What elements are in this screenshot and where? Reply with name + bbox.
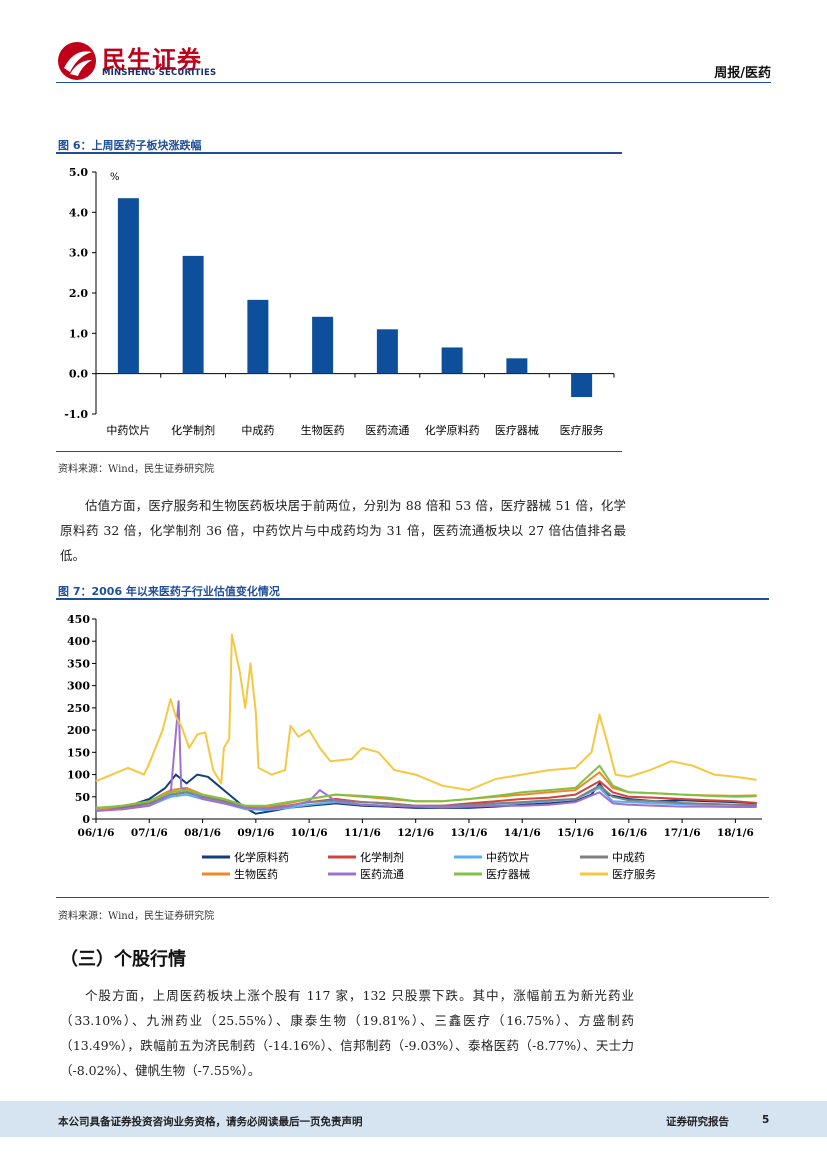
x-tick-label: 11/1/6 xyxy=(344,827,381,839)
legend-label: 医疗器械 xyxy=(486,867,530,881)
stock-paragraph: 个股方面，上周医药板块上涨个股有 117 家，132 只股票下跌。其中，涨幅前五… xyxy=(60,988,634,1078)
x-category-label: 中成药 xyxy=(241,424,274,437)
y-tick-label: 0 xyxy=(82,813,90,826)
figure7-source: 资料来源：Wind，民生证券研究院 xyxy=(58,911,215,922)
footer-bar: 本公司具备证券投资咨询业务资格，请务必阅读最后一页免责声明 证券研究报告 5 xyxy=(0,1101,827,1137)
legend-label: 化学制剂 xyxy=(360,850,404,864)
x-tick-label: 17/1/6 xyxy=(664,827,701,839)
logo: 民生证券 MINSHENG SECURITIES xyxy=(56,40,256,82)
x-category-label: 医疗服务 xyxy=(560,423,604,437)
figure6-bottom-rule xyxy=(56,451,622,452)
figure7-title: 图 7：2006 年以来医药子行业估值变化情况 xyxy=(58,585,280,598)
logo-icon xyxy=(58,42,96,80)
bar xyxy=(117,198,139,374)
x-tick-label: 08/1/6 xyxy=(184,827,221,839)
bar xyxy=(571,373,593,398)
report-category: 周报/医药 xyxy=(714,66,771,81)
y-tick-label: 400 xyxy=(67,635,90,648)
y-tick-label: 1.0 xyxy=(69,327,88,340)
y-tick-label: 150 xyxy=(67,746,90,759)
figure6-source: 资料来源：Wind，民生证券研究院 xyxy=(58,464,215,475)
x-category-label: 化学制剂 xyxy=(171,423,215,437)
y-tick-label: 450 xyxy=(67,613,90,626)
x-tick-label: 15/1/6 xyxy=(557,827,594,839)
x-tick-label: 14/1/6 xyxy=(504,827,541,839)
legend-label: 生物医药 xyxy=(234,867,278,881)
legend-label: 中成药 xyxy=(612,851,645,864)
y-tick-label: 250 xyxy=(67,702,90,715)
page-number: 5 xyxy=(762,1114,770,1126)
section3-title: （三）个股行情 xyxy=(60,949,186,970)
x-tick-label: 13/1/6 xyxy=(451,827,488,839)
y-tick-label: 50 xyxy=(75,791,91,804)
figure7-line-chart: 450 400 350 300 250 200 150 100 50 006/1/6 07/1/6 0… xyxy=(67,613,762,881)
footer-disclaimer: 本公司具备证券投资咨询业务资格，请务必阅读最后一页免责声明 xyxy=(58,1116,363,1128)
y-tick-label: 3.0 xyxy=(69,247,88,260)
y-tick-label: 2.0 xyxy=(69,287,88,300)
logo-text-en: MINSHENG SECURITIES xyxy=(102,68,217,78)
x-tick-label: 10/1/6 xyxy=(291,827,328,839)
bar xyxy=(506,358,528,374)
y-tick-label: 5.0 xyxy=(69,166,88,179)
bar xyxy=(312,316,334,374)
bar xyxy=(376,329,398,374)
x-tick-label: 12/1/6 xyxy=(397,827,434,839)
legend-label: 化学原料药 xyxy=(234,850,289,864)
x-tick-label: 18/1/6 xyxy=(717,827,754,839)
footer-report-type: 证券研究报告 xyxy=(666,1116,729,1128)
valuation-paragraph: 估值方面，医疗服务和生物医药板块居于前两位，分别为 88 倍和 53 倍，医疗器… xyxy=(60,498,626,563)
figure7-top-rule xyxy=(56,598,769,600)
bar xyxy=(182,255,204,374)
series-line xyxy=(95,700,757,812)
x-tick-label: 07/1/6 xyxy=(131,827,168,839)
figure7-bottom-rule xyxy=(56,897,769,898)
y-unit-label: % xyxy=(110,172,120,183)
y-tick-label: 300 xyxy=(67,680,90,693)
x-category-label: 化学原料药 xyxy=(425,423,480,437)
y-tick-label: 0.0 xyxy=(69,368,88,381)
bar xyxy=(441,347,463,374)
x-tick-label: 16/1/6 xyxy=(610,827,647,839)
logo-text-cn: 民生证券 xyxy=(102,46,202,74)
y-tick-label: 4.0 xyxy=(69,206,88,219)
y-tick-label: 200 xyxy=(67,724,90,737)
x-tick-label: 09/1/6 xyxy=(237,827,274,839)
figure6-title: 图 6：上周医药子板块涨跌幅 xyxy=(58,139,202,152)
x-tick-label: 06/1/6 xyxy=(78,827,115,839)
figure6-top-rule xyxy=(56,152,622,154)
x-category-label: 生物医药 xyxy=(301,423,345,437)
series-line xyxy=(95,633,757,792)
legend-label: 医疗服务 xyxy=(612,867,656,881)
legend-label: 中药饮片 xyxy=(486,851,530,864)
y-tick-label: 100 xyxy=(67,769,90,782)
figure6-bar-chart: 5.0 4.0 3.0 2.0 1.0 0.0 -1.0% 中药饮片 化学制剂 中成药 生物医药 医药… xyxy=(64,166,615,437)
x-category-label: 医药流通 xyxy=(365,423,409,437)
legend-label: 医药流通 xyxy=(360,867,404,881)
y-tick-label: -1.0 xyxy=(64,408,88,421)
x-category-label: 医疗器械 xyxy=(495,423,539,437)
header-rule xyxy=(56,82,771,83)
x-category-label: 中药饮片 xyxy=(106,424,150,437)
y-tick-label: 350 xyxy=(67,657,90,670)
series-line xyxy=(95,764,757,809)
bar xyxy=(247,299,269,374)
